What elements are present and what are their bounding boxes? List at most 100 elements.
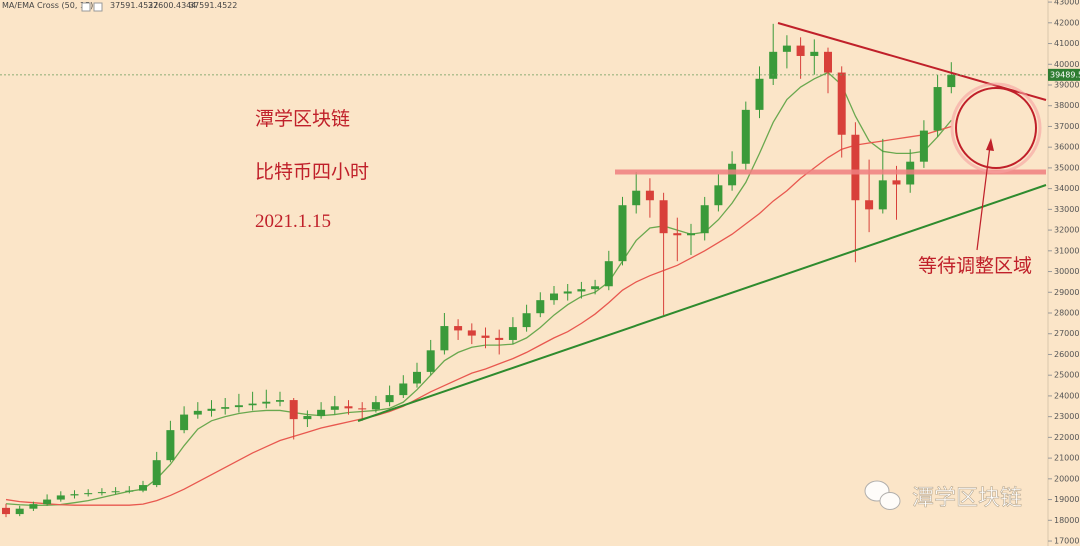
y-tick-label: 20000.00 <box>1054 474 1080 483</box>
candle-body <box>700 205 709 234</box>
candle-body <box>344 406 353 409</box>
y-tick-label: 40000.00 <box>1054 60 1080 69</box>
candle-body <box>618 205 627 262</box>
candle-body <box>358 408 367 410</box>
candle-body <box>728 163 737 186</box>
candle-body <box>878 180 887 210</box>
ma-line <box>5 71 952 507</box>
y-tick-label: 31000.00 <box>1054 246 1080 255</box>
candle-body <box>851 134 860 201</box>
candle-body <box>454 326 463 331</box>
annotation: 等待调整区域 <box>918 255 1032 277</box>
candle-body <box>865 200 874 210</box>
candle-body <box>330 406 339 410</box>
y-tick-label: 26000.00 <box>1054 350 1080 359</box>
checkbox[interactable] <box>93 2 103 12</box>
y-tick-label: 18000.00 <box>1054 516 1080 525</box>
candle-body <box>97 492 106 494</box>
annotation: 比特币四小时 <box>255 161 369 183</box>
candle-body <box>139 485 147 491</box>
annotation: 2021.1.15 <box>255 211 331 232</box>
candle-body <box>796 45 805 56</box>
candle-body <box>413 371 421 384</box>
candle-body <box>769 51 778 79</box>
annotation: 潭学区块链 <box>255 108 350 130</box>
y-tick-label: 37000.00 <box>1054 122 1080 131</box>
candle-body <box>536 300 545 314</box>
candle-body <box>56 495 65 500</box>
candle-body <box>810 51 819 56</box>
candle-body <box>522 313 531 328</box>
candle-body <box>317 409 326 417</box>
candle-body <box>714 185 723 206</box>
arrow-line <box>976 145 991 251</box>
indicator-label: MA/EMA Cross (50, 15) <box>2 1 93 10</box>
y-tick-label: 29000.00 <box>1054 288 1080 297</box>
candle-body <box>687 233 695 236</box>
y-tick-label: 33000.00 <box>1054 205 1080 214</box>
y-tick-label: 27000.00 <box>1054 329 1080 338</box>
candle-body <box>180 414 189 431</box>
y-tick-label: 41000.00 <box>1054 39 1080 48</box>
y-tick-label: 38000.00 <box>1054 101 1080 110</box>
candle-body <box>193 410 202 415</box>
uptrend-line <box>357 184 1047 422</box>
candle-body <box>782 45 791 52</box>
candle-body <box>440 326 449 351</box>
y-tick-label: 17000.00 <box>1054 537 1080 546</box>
y-tick-label: 42000.00 <box>1054 18 1080 27</box>
y-tick-label: 25000.00 <box>1054 371 1080 380</box>
candle-body <box>604 261 613 287</box>
last-price-box <box>1048 68 1080 81</box>
candle-body <box>15 508 24 515</box>
candle-body <box>481 335 490 338</box>
y-tick-label: 39000.00 <box>1054 80 1080 89</box>
candle-body <box>563 291 572 294</box>
candle-body <box>207 408 216 411</box>
candle-body <box>508 327 517 340</box>
y-tick-label: 28000.00 <box>1054 309 1080 318</box>
last-price-label: 39489.56 <box>1050 70 1080 79</box>
candle-body <box>166 430 175 461</box>
candle-body <box>111 491 120 493</box>
candle-body <box>426 350 435 372</box>
y-tick-label: 34000.00 <box>1054 184 1080 193</box>
candle-body <box>152 460 161 486</box>
y-tick-label: 23000.00 <box>1054 412 1080 421</box>
y-tick-label: 22000.00 <box>1054 433 1080 442</box>
arrow-head <box>986 138 994 151</box>
candle-body <box>467 330 476 336</box>
y-tick-label: 30000.00 <box>1054 267 1080 276</box>
watermark: 潭学区块链 <box>912 486 1022 511</box>
plot <box>2 23 956 518</box>
candle-body <box>837 72 846 135</box>
ma-line <box>5 125 952 506</box>
candle-body <box>385 395 394 403</box>
y-tick-label: 19000.00 <box>1054 495 1080 504</box>
y-tick-label: 36000.00 <box>1054 143 1080 152</box>
checkbox[interactable] <box>81 2 91 12</box>
candle-body <box>673 233 682 236</box>
candle-body <box>2 507 10 515</box>
candle-body <box>577 289 586 292</box>
candle-body <box>248 403 257 406</box>
target-circle <box>955 87 1037 169</box>
indicator-value: 37591.4522 <box>189 1 237 10</box>
candle-body <box>824 51 832 73</box>
y-tick-label: 35000.00 <box>1054 163 1080 172</box>
y-tick-label: 24000.00 <box>1054 391 1080 400</box>
candle-body <box>303 416 312 420</box>
candle-body <box>262 401 271 404</box>
candle-body <box>289 400 298 420</box>
candle-body <box>919 130 928 162</box>
candle-body <box>741 109 750 164</box>
y-tick-label: 32000.00 <box>1054 226 1080 235</box>
candle-body <box>29 504 38 509</box>
candle-body <box>234 405 243 408</box>
candle-body <box>125 490 134 492</box>
wechat-icon <box>864 480 901 510</box>
candle-body <box>399 383 408 396</box>
resistance-trendline <box>777 22 1047 101</box>
